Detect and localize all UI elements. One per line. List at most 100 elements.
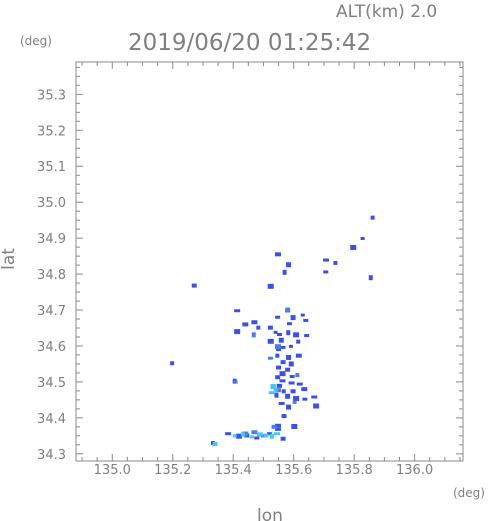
data-point xyxy=(234,329,241,335)
data-point xyxy=(274,427,281,431)
data-point xyxy=(368,275,373,281)
y-tick-label: 34.6 xyxy=(37,340,66,355)
data-point xyxy=(293,332,300,338)
data-point xyxy=(267,325,273,330)
data-point xyxy=(275,315,281,319)
data-point xyxy=(274,252,281,257)
y-tick-label: 35.0 xyxy=(37,196,66,211)
data-point xyxy=(260,434,265,438)
x-tick-labels: 135.0 135.2 135.4 135.6 135.8 136.0 xyxy=(94,463,434,478)
data-point xyxy=(212,442,218,447)
y-tick-label: 34.3 xyxy=(37,448,66,463)
data-point xyxy=(350,244,357,250)
data-point xyxy=(274,432,281,436)
data-point xyxy=(280,360,286,365)
data-point xyxy=(370,215,375,220)
data-point xyxy=(225,432,232,436)
data-point xyxy=(360,236,365,240)
data-point xyxy=(232,434,237,438)
data-point xyxy=(303,318,309,322)
data-point xyxy=(280,436,286,441)
data-point xyxy=(274,388,281,393)
data-point xyxy=(281,389,286,394)
data-point xyxy=(311,395,318,399)
x-tick-label: 135.2 xyxy=(154,463,191,478)
data-point xyxy=(313,403,320,409)
x-tick-label: 135.0 xyxy=(94,463,131,478)
data-point xyxy=(267,338,274,344)
data-point xyxy=(276,348,282,352)
data-point xyxy=(256,432,263,437)
data-point xyxy=(233,380,238,384)
data-point xyxy=(281,414,287,419)
data-point xyxy=(279,379,286,383)
data-point xyxy=(263,433,269,438)
y-tick-label: 34.7 xyxy=(37,304,66,319)
y-tick-label: 35.3 xyxy=(37,88,66,103)
data-point xyxy=(278,337,284,343)
data-point xyxy=(301,387,308,392)
data-point xyxy=(269,433,274,439)
y-tick-label: 34.5 xyxy=(37,376,66,391)
data-point xyxy=(292,400,297,404)
data-point xyxy=(256,325,261,330)
data-point xyxy=(251,320,258,325)
y-tick-label: 34.4 xyxy=(37,412,66,427)
data-point xyxy=(275,375,281,380)
data-point xyxy=(276,383,282,388)
y-unit-label: (deg) xyxy=(20,34,52,48)
y-tick-label: 34.9 xyxy=(37,232,66,247)
data-point xyxy=(240,432,245,437)
data-point xyxy=(295,373,300,378)
data-point xyxy=(279,371,286,377)
data-point xyxy=(191,283,197,288)
data-point xyxy=(276,332,282,336)
x-tick-label: 135.6 xyxy=(275,463,312,478)
x-tick-label: 136.0 xyxy=(396,463,433,478)
plot-frame xyxy=(75,61,464,462)
data-point xyxy=(291,423,298,429)
chart-title: 2019/06/20 01:25:42 xyxy=(128,30,371,56)
data-point xyxy=(290,315,296,321)
data-point xyxy=(234,309,241,313)
data-point xyxy=(235,433,242,439)
data-point xyxy=(295,353,302,358)
data-point xyxy=(251,332,256,338)
data-point xyxy=(293,395,300,401)
x-axis-label: lon xyxy=(257,506,283,521)
y-tick-label: 35.1 xyxy=(37,160,66,175)
data-point xyxy=(323,270,329,274)
data-point xyxy=(278,401,285,405)
x-tick-label: 135.4 xyxy=(215,463,252,478)
data-point xyxy=(267,356,273,360)
data-point xyxy=(288,344,293,348)
data-point xyxy=(274,344,281,350)
data-point xyxy=(242,431,249,437)
data-point xyxy=(254,436,260,440)
data-point xyxy=(296,382,303,386)
data-point xyxy=(290,389,296,394)
data-point xyxy=(286,404,292,410)
data-point xyxy=(273,389,278,393)
altitude-label: ALT(km) 2.0 xyxy=(336,2,437,22)
data-point xyxy=(271,424,277,429)
data-point xyxy=(285,307,291,313)
axis-ticks xyxy=(76,62,463,461)
data-point xyxy=(268,391,275,395)
data-point xyxy=(289,375,295,379)
data-point xyxy=(274,423,281,428)
data-point xyxy=(288,361,294,367)
y-axis-label: lat xyxy=(0,248,19,270)
x-tick-label: 135.8 xyxy=(336,463,373,478)
data-point xyxy=(273,330,278,334)
data-point xyxy=(323,258,330,262)
data-points xyxy=(170,215,375,447)
data-point xyxy=(279,345,286,349)
data-point xyxy=(285,393,291,399)
data-point xyxy=(285,367,291,372)
data-point xyxy=(300,313,305,317)
data-point xyxy=(267,432,272,436)
data-point xyxy=(286,322,292,326)
y-tick-labels: 34.3 34.4 34.5 34.6 34.7 34.8 34.9 35.0 35.1 35.2… xyxy=(37,88,66,462)
